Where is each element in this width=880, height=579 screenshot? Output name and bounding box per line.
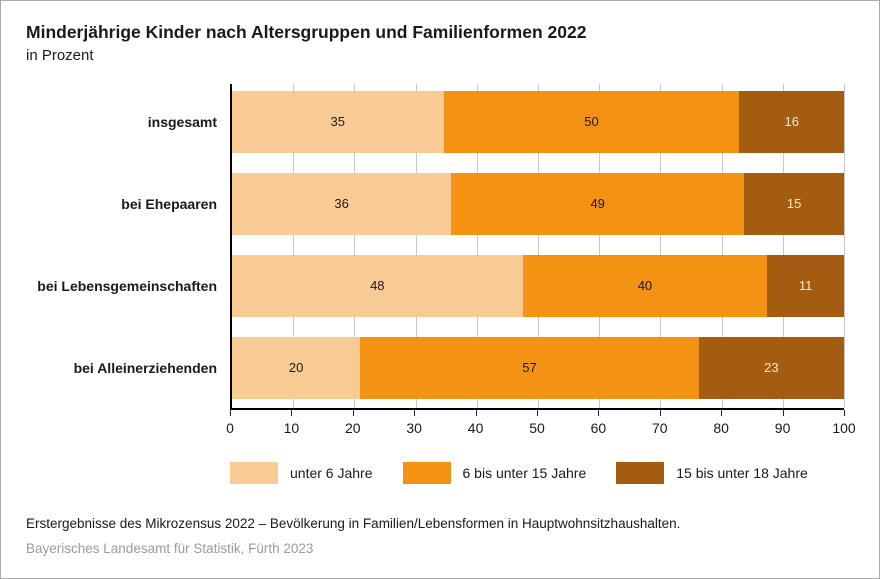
grid-line [538, 83, 539, 408]
bar-segment: 16 [739, 90, 844, 153]
tick-label: 80 [713, 419, 729, 436]
tick-mark [721, 409, 723, 416]
legend-label: 15 bis unter 18 Jahre [676, 464, 808, 481]
tick-mark [414, 409, 416, 416]
legend-swatch [230, 461, 278, 484]
legend: unter 6 Jahre 6 bis unter 15 Jahre 15 bis … [230, 461, 854, 484]
tick-mark [230, 409, 231, 416]
legend-swatch [616, 461, 665, 484]
grid-line [293, 83, 295, 408]
source-note: Erstergebnisse des Mikrozensus 2022 – Be… [26, 515, 681, 531]
value-label: 50 [584, 114, 599, 130]
category-label: bei Lebensgemeinschaften [37, 277, 217, 294]
grid-line [415, 83, 417, 408]
value-label: 40 [637, 278, 653, 294]
chart-subtitle: in Prozent [26, 46, 94, 64]
bar-segment: 11 [767, 254, 844, 317]
gridlines [232, 83, 845, 408]
bar-row: 48 40 11 [232, 254, 844, 317]
bar-segment: 49 [451, 172, 745, 235]
value-label: 49 [590, 196, 605, 212]
category-labels: insgesamt bei Ehepaaren bei Lebensgemeinsc… [26, 84, 230, 410]
tick-label: 10 [283, 419, 300, 436]
legend-label: unter 6 Jahre [290, 464, 373, 481]
bar-segment: 40 [522, 254, 768, 317]
grid-line [660, 83, 662, 408]
tick-label: 0 [226, 419, 234, 436]
bar-segment: 23 [698, 336, 844, 399]
bar-row: 36 49 15 [232, 172, 844, 235]
category-label: bei Alleinerziehenden [73, 359, 217, 376]
tick-mark [782, 409, 784, 416]
bar-segment: 48 [232, 254, 523, 317]
tick-label: 100 [832, 419, 856, 436]
bar-row: 20 57 23 [232, 336, 844, 399]
tick-label: 20 [345, 419, 361, 436]
value-label: 35 [330, 114, 345, 130]
grid-line [844, 83, 845, 408]
tick-label: 70 [652, 419, 668, 436]
value-label: 48 [370, 278, 385, 294]
tick-mark [537, 409, 538, 416]
grid-line [599, 83, 601, 408]
bar-segment: 20 [232, 336, 361, 399]
legend-item: 15 bis unter 18 Jahre [616, 461, 808, 484]
category-label: bei Ehepaaren [121, 195, 217, 212]
tick-mark [844, 409, 845, 416]
value-label: 23 [764, 360, 779, 376]
category-label: insgesamt [147, 113, 217, 130]
tick-mark [598, 409, 600, 416]
legend-swatch [402, 461, 451, 484]
tick-label: 60 [590, 419, 607, 436]
tick-mark [475, 409, 477, 416]
legend-item: 6 bis unter 15 Jahre [402, 461, 587, 484]
legend-label: 6 bis unter 15 Jahre [462, 464, 587, 481]
grid-line [721, 83, 723, 408]
tick-label: 30 [406, 419, 422, 436]
tick-mark [352, 409, 354, 416]
bar-segment: 57 [360, 336, 699, 399]
footer: Erstergebnisse des Mikrozensus 2022 – Be… [26, 516, 854, 556]
value-label: 20 [288, 360, 304, 376]
legend-item: unter 6 Jahre [230, 461, 373, 484]
grid-line [354, 83, 356, 408]
publisher-note: Bayerisches Landesamt für Statistik, Für… [26, 540, 314, 556]
value-label: 15 [786, 196, 802, 212]
bar-stack: 35 50 16 36 49 15 48 40 11 20 57 23 [232, 84, 844, 399]
x-axis-tick-labels: 0 10 20 30 40 50 60 70 80 90 100 [226, 419, 856, 438]
value-label: 36 [334, 196, 349, 212]
tick-mark [659, 409, 661, 416]
tick-label: 40 [467, 419, 484, 436]
chart-title: Minderjährige Kinder nach Altersgruppen … [26, 22, 587, 42]
bar-segment: 35 [232, 90, 444, 153]
bar-row: 35 50 16 [232, 90, 844, 153]
x-axis-ticks [230, 409, 845, 416]
tick-label: 90 [774, 419, 791, 436]
chart-area: insgesamt bei Ehepaaren bei Lebensgemeinsc… [26, 83, 854, 410]
bar-segment: 50 [443, 90, 740, 153]
value-label: 57 [522, 360, 537, 376]
tick-label: 50 [529, 419, 545, 436]
tick-mark [291, 409, 293, 416]
value-label: 11 [798, 278, 813, 294]
bar-segment: 15 [744, 172, 844, 235]
grid-line [782, 83, 784, 408]
bar-segment: 36 [232, 172, 452, 235]
plot-area: 35 50 16 36 49 15 48 40 11 20 57 23 [230, 83, 845, 410]
grid-line [476, 83, 478, 408]
value-label: 16 [784, 114, 799, 130]
